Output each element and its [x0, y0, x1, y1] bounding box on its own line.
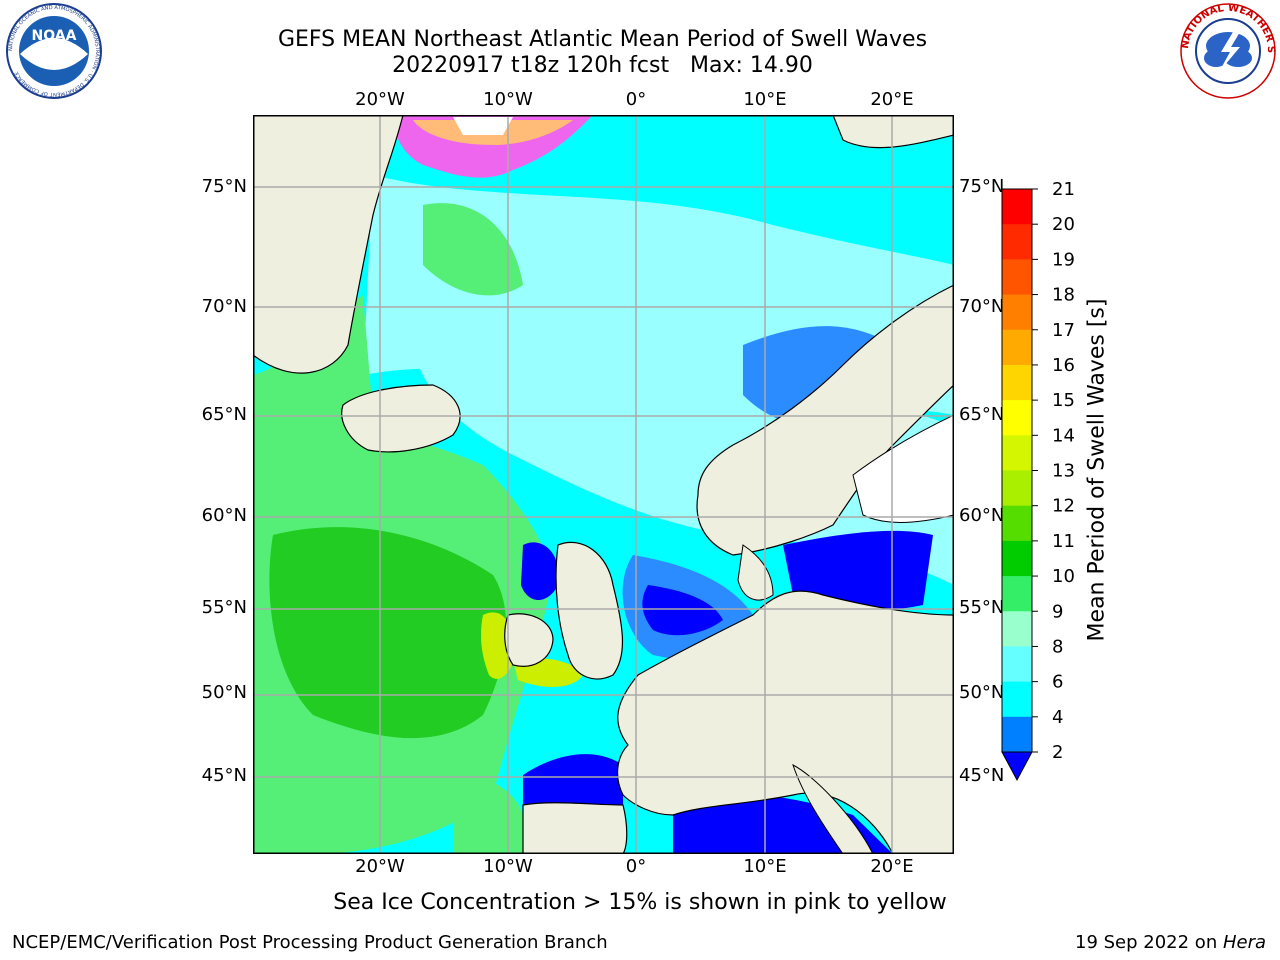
lat-label-left-65n: 65°N: [201, 404, 247, 425]
land-greenland: [253, 115, 404, 374]
lat-label-right-70n: 70°N: [959, 296, 1005, 317]
swell-deepblue-north-sea: [642, 585, 723, 636]
colorbar-tick-label: 8: [1052, 636, 1063, 657]
lat-label-right-45n: 45°N: [959, 765, 1005, 786]
chart-subtitle: 20220917 t18z 120h fcst Max: 14.90: [392, 53, 813, 78]
land-italy: [792, 764, 874, 854]
lat-label-left-45n: 45°N: [201, 765, 247, 786]
land-great-britain: [555, 541, 623, 680]
colorbar-segment: [1002, 189, 1032, 225]
colorbar-segment: [1002, 576, 1032, 612]
colorbar-ticks: 21 20 19 18 17 16 15 14 13 12 11 10 9 8 6 4 2: [1032, 180, 1075, 763]
colorbar-tick-label: 11: [1052, 531, 1075, 552]
colorbar-segment: [1002, 646, 1032, 683]
colorbar-segment: [1002, 505, 1032, 542]
nws-logo-icon: NATIONAL WEATHER SERVICE: [1178, 2, 1276, 99]
lat-label-left-75n: 75°N: [201, 176, 247, 197]
lat-label-right-75n: 75°N: [959, 176, 1005, 197]
lon-label-top-10e: 10°E: [743, 89, 787, 110]
lat-label-right-50n: 50°N: [959, 682, 1005, 703]
footer-host: Hera: [1222, 932, 1266, 953]
footer-date: 19 Sep 2022 on Hera: [1075, 932, 1266, 953]
sea-ice-caption: Sea Ice Concentration > 15% is shown in …: [333, 890, 947, 915]
colorbar-tick-label: 17: [1052, 320, 1075, 341]
lat-label-right-55n: 55°N: [959, 597, 1005, 618]
colorbar-tick-label: 6: [1052, 672, 1063, 693]
lon-label-bottom-10e: 10°E: [743, 856, 787, 877]
lon-label-top-0: 0°: [625, 89, 647, 110]
colorbar-segment: [1002, 329, 1032, 366]
lon-label-top-10w: 10°W: [483, 89, 533, 110]
colorbar-tick-label: 10: [1052, 566, 1075, 587]
colorbar-tick-label: 12: [1052, 496, 1075, 517]
swell-deepblue-biscay: [523, 754, 623, 805]
land-scandinavia: [696, 284, 954, 556]
colorbar-segment: [1002, 435, 1032, 471]
lon-label-bottom-20e: 20°E: [870, 856, 914, 877]
lon-label-bottom-0: 0°: [625, 856, 647, 877]
colorbar-segment: [1002, 681, 1032, 718]
land-gulf-of-bothnia: [852, 414, 954, 523]
noaa-logo-icon: NOAA NATIONAL OCEANIC AND ATMOSPHERIC AD…: [6, 3, 102, 99]
colorbar-tick-label: 2: [1052, 742, 1063, 763]
colorbar-segment: [1002, 294, 1032, 331]
graticule: [253, 115, 954, 854]
lon-label-top-20w: 20°W: [355, 89, 405, 110]
colorbar-tick-label: 15: [1052, 390, 1075, 411]
colorbar-segment: [1002, 540, 1032, 577]
swell-deepblue-irish: [521, 542, 559, 600]
colorbar: 21 20 19 18 17 16 15 14 13 12 11 10 9 8 6 4 2: [1001, 180, 1075, 782]
colorbar-segment: [1002, 364, 1032, 401]
swell-green-jan-mayen: [423, 203, 523, 296]
svg-text:NOAA: NOAA: [32, 28, 77, 44]
colorbar-tick-label: 9: [1052, 601, 1063, 622]
swell-dark-green-atlantic: [269, 527, 507, 739]
lat-label-right-65n: 65°N: [959, 404, 1005, 425]
colorbar-tick-label: 13: [1052, 461, 1075, 482]
swell-green-iberia: [453, 775, 523, 854]
sea-ice-white: [453, 117, 513, 135]
colorbar-segment: [1002, 400, 1032, 436]
colorbar-segment: [1002, 470, 1032, 507]
colorbar-tick-label: 20: [1052, 214, 1075, 235]
lat-label-left-55n: 55°N: [201, 597, 247, 618]
chart-title: GEFS MEAN Northeast Atlantic Mean Period…: [277, 27, 928, 52]
colorbar-tick-label: 16: [1052, 355, 1075, 376]
lon-label-bottom-20w: 20°W: [355, 856, 405, 877]
colorbar-segment: [1002, 224, 1032, 260]
colorbar-tick-label: 14: [1052, 425, 1075, 446]
land-ireland: [504, 613, 554, 667]
colorbar-tick-label: 21: [1052, 180, 1075, 200]
lon-label-bottom-10w: 10°W: [483, 856, 533, 877]
colorbar-title: Mean Period of Swell Waves [s]: [1084, 298, 1110, 642]
colorbar-tick-label: 18: [1052, 285, 1075, 306]
lon-label-top-20e: 20°E: [870, 89, 914, 110]
footer-date-text: 19 Sep 2022 on: [1075, 932, 1223, 953]
lat-label-left-50n: 50°N: [201, 682, 247, 703]
lat-label-left-60n: 60°N: [201, 505, 247, 526]
colorbar-segments: [1002, 189, 1032, 753]
colorbar-tick-label: 4: [1052, 707, 1063, 728]
colorbar-tick-label: 19: [1052, 249, 1075, 270]
colorbar-segment: [1002, 611, 1032, 647]
lat-label-left-70n: 70°N: [201, 296, 247, 317]
lat-label-right-60n: 60°N: [959, 505, 1005, 526]
colorbar-segment: [1002, 716, 1032, 753]
colorbar-segment: [1002, 259, 1032, 296]
map-panel: [253, 115, 954, 854]
map-border: [253, 115, 954, 854]
footer-credit: NCEP/EMC/Verification Post Processing Pr…: [12, 932, 608, 953]
colorbar-extend-triangle: [1001, 751, 1033, 782]
swell-deepblue-baltic: [783, 530, 933, 612]
land-iberia: [522, 802, 628, 854]
land-iceland: [341, 384, 461, 453]
